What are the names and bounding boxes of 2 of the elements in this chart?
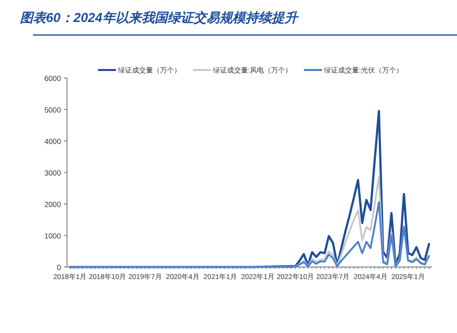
line-series (69, 201, 430, 268)
chart-title: 图表60：2024年以来我国绿证交易规模持续提升 (20, 10, 300, 25)
